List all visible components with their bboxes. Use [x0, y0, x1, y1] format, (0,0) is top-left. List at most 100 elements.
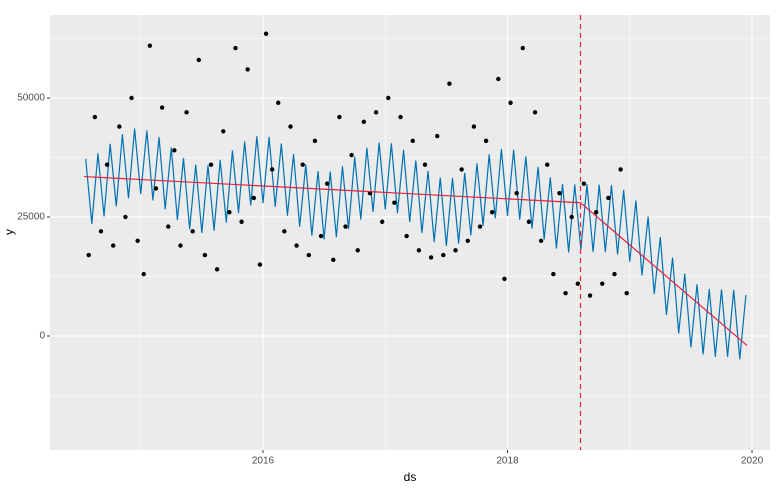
data-point	[92, 114, 98, 120]
data-point	[135, 238, 140, 243]
data-point	[245, 67, 250, 72]
y-tick-label: 0	[39, 331, 45, 342]
data-point	[117, 124, 122, 129]
data-point	[111, 243, 116, 248]
y-tick-label: 50000	[17, 93, 45, 104]
data-point	[514, 190, 519, 196]
data-point	[422, 162, 428, 167]
data-point	[551, 271, 556, 277]
data-point	[141, 271, 146, 277]
data-point	[490, 210, 495, 215]
data-point	[196, 57, 201, 63]
data-point	[379, 219, 385, 224]
data-point	[123, 214, 128, 220]
data-point	[600, 281, 605, 286]
data-point	[98, 229, 104, 234]
data-point	[349, 152, 354, 158]
data-point	[331, 257, 336, 263]
data-point	[355, 248, 360, 253]
data-point	[447, 81, 452, 86]
data-point	[208, 162, 214, 167]
data-point	[288, 124, 293, 129]
data-point	[471, 124, 477, 129]
data-point	[153, 186, 159, 191]
data-point	[276, 100, 281, 105]
data-point	[483, 138, 489, 144]
data-point	[227, 210, 232, 215]
data-point	[435, 133, 440, 139]
data-point	[251, 195, 257, 201]
data-point	[477, 224, 483, 229]
data-point	[282, 229, 287, 234]
data-point	[581, 181, 587, 186]
data-point	[239, 219, 244, 224]
data-point	[386, 95, 391, 101]
data-point	[612, 271, 617, 277]
data-point	[269, 167, 275, 172]
data-point	[624, 290, 629, 296]
data-point	[398, 114, 403, 120]
data-point	[545, 162, 550, 167]
data-point	[373, 110, 379, 115]
data-point	[257, 262, 263, 267]
data-point	[526, 219, 532, 224]
data-point	[606, 195, 611, 201]
data-point	[587, 293, 593, 298]
data-point	[104, 162, 110, 167]
data-point	[563, 290, 568, 296]
y-axis-title: y	[2, 229, 16, 235]
x-axis-title: ds	[404, 470, 417, 484]
data-point	[532, 110, 538, 115]
data-point	[569, 214, 574, 220]
data-point	[190, 229, 195, 234]
data-point	[428, 255, 434, 260]
data-point	[214, 267, 220, 272]
data-point	[593, 210, 599, 215]
data-point	[184, 110, 189, 115]
data-point	[404, 233, 409, 239]
data-point	[294, 243, 299, 248]
panel-background	[50, 15, 770, 450]
data-point	[459, 167, 464, 172]
data-point	[233, 45, 238, 51]
data-point	[86, 252, 91, 258]
data-point	[416, 248, 422, 253]
x-tick-label: 2016	[252, 456, 275, 467]
data-point	[441, 252, 446, 258]
data-point	[166, 224, 171, 229]
series-line	[85, 128, 747, 360]
data-point	[221, 129, 226, 134]
data-point	[172, 148, 177, 153]
data-point	[465, 238, 470, 243]
data-point	[618, 167, 623, 172]
data-point	[178, 243, 183, 248]
data-point	[312, 138, 318, 144]
data-point	[147, 43, 153, 48]
data-point	[392, 200, 397, 205]
data-point	[159, 105, 165, 110]
data-point	[557, 190, 562, 196]
data-point	[453, 248, 458, 253]
x-tick-label: 2018	[496, 456, 519, 467]
y-tick-label: 25000	[17, 212, 45, 223]
data-point	[410, 138, 415, 144]
data-point	[496, 76, 501, 82]
data-point	[300, 162, 305, 167]
data-point	[502, 276, 507, 282]
x-tick-label: 2020	[741, 456, 764, 467]
data-point	[343, 224, 348, 229]
data-point	[575, 281, 581, 286]
data-point	[337, 114, 342, 120]
data-point	[318, 233, 324, 239]
data-point	[324, 181, 330, 186]
series-line	[83, 175, 748, 346]
data-point	[508, 100, 513, 105]
data-point	[202, 252, 208, 258]
data-point	[520, 45, 525, 51]
data-point	[361, 119, 367, 124]
data-point	[538, 238, 544, 243]
data-point	[306, 252, 312, 258]
data-point	[263, 31, 269, 36]
plot-panel	[50, 15, 770, 450]
